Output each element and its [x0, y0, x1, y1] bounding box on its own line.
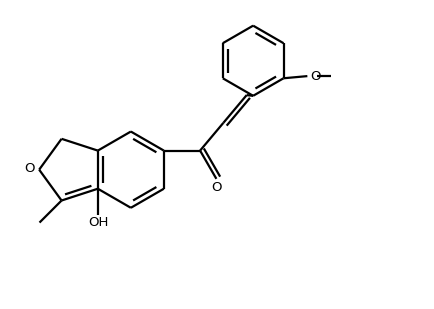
- Text: O: O: [24, 162, 35, 175]
- Text: O: O: [309, 70, 320, 83]
- Text: OH: OH: [88, 216, 108, 229]
- Text: O: O: [210, 181, 221, 194]
